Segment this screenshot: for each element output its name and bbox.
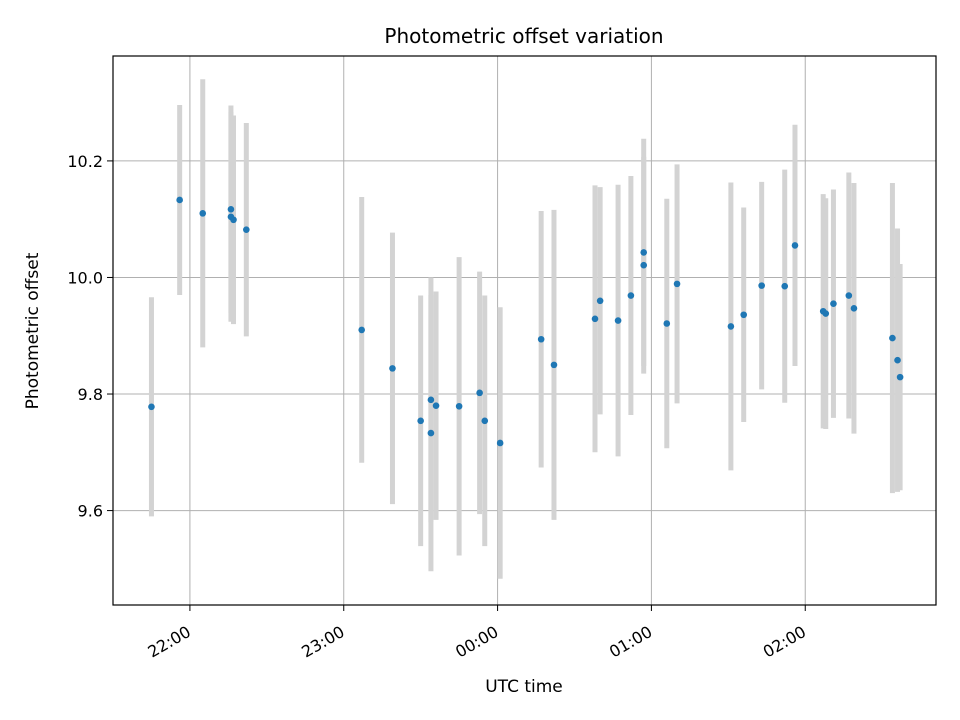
data-point (781, 282, 789, 290)
data-point (673, 280, 681, 288)
data-point (889, 334, 896, 342)
data-point (417, 417, 424, 425)
data-point (896, 373, 904, 381)
data-point (758, 282, 765, 289)
data-point (389, 365, 396, 372)
data-point (427, 396, 435, 404)
y-tick-label: 9.8 (78, 385, 103, 404)
data-point (427, 429, 435, 437)
y-tick-label: 9.6 (78, 502, 103, 521)
data-point (476, 389, 483, 397)
data-point (199, 210, 207, 217)
data-point (845, 292, 853, 299)
data-point (596, 297, 604, 305)
data-point (640, 249, 648, 256)
data-point (550, 361, 558, 369)
data-point (627, 292, 635, 299)
data-point (894, 356, 901, 364)
data-point (791, 242, 799, 249)
data-point (727, 323, 735, 330)
plot-frame (112, 55, 937, 606)
data-point (740, 311, 748, 319)
y-axis-ticks: 9.6 9.8 10.0 10.2 (67, 152, 113, 521)
y-tick-label: 10.0 (67, 268, 103, 287)
data-point (227, 205, 235, 213)
data-point (432, 402, 440, 409)
data-point (481, 417, 489, 425)
data-point (230, 216, 237, 224)
data-points (148, 196, 904, 447)
chart-title: Photometric offset variation (384, 24, 663, 48)
data-point (176, 196, 183, 204)
data-point (830, 300, 837, 307)
y-axis-label: Photometric offset (23, 252, 43, 409)
data-point (663, 320, 671, 327)
data-point (455, 402, 463, 410)
grid-lines (113, 56, 936, 605)
y-tick-label: 10.2 (67, 152, 103, 171)
data-point (358, 326, 365, 334)
x-axis-label: UTC time (485, 677, 563, 697)
data-point (496, 439, 504, 447)
data-point (591, 315, 599, 323)
data-point (148, 403, 155, 411)
data-point (243, 226, 250, 233)
data-point (822, 310, 830, 317)
data-point (614, 317, 622, 324)
data-point (850, 305, 858, 312)
data-point (640, 261, 648, 269)
data-point (537, 335, 545, 343)
